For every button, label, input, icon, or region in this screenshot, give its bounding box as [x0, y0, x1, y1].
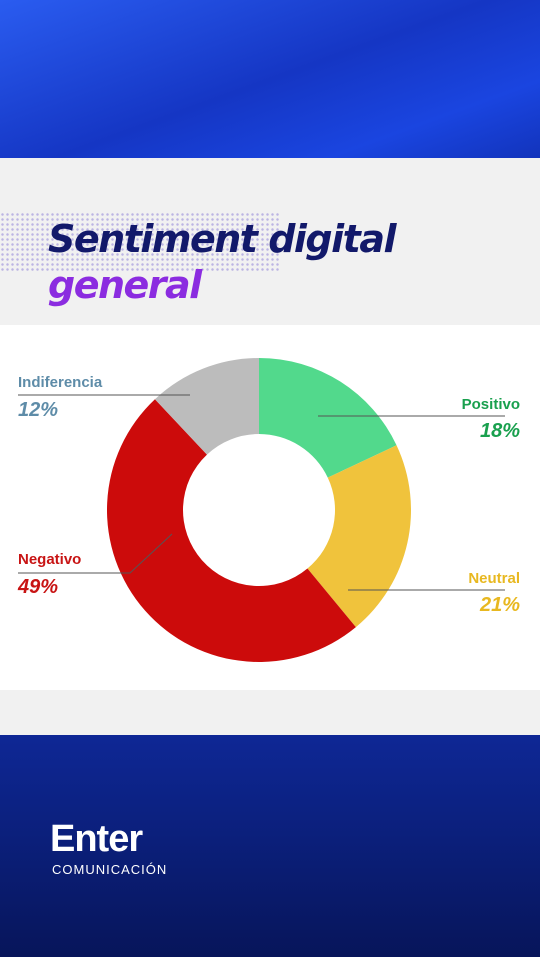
slice-value-indiferencia: 12%	[18, 399, 59, 421]
donut-slice-indiferencia	[154, 358, 259, 455]
title-line-2: general	[48, 263, 202, 307]
slice-label-positivo: Positivo	[461, 396, 520, 413]
slice-label-negativo: Negativo	[18, 551, 82, 568]
slice-label-indiferencia: Indiferencia	[18, 374, 103, 391]
donut-slice-negativo	[106, 399, 356, 663]
speckle-texture	[0, 212, 280, 272]
leader-line-negativo	[18, 533, 173, 574]
paper-header-strip	[0, 158, 540, 328]
brand-tagline: COMUNICACIÓN	[52, 862, 168, 877]
brand-logo: Enter	[50, 818, 143, 860]
slice-value-negativo: 49%	[18, 576, 59, 598]
slice-label-neutral: Neutral	[468, 570, 520, 587]
page-title: Sentiment digital general	[48, 216, 397, 308]
slice-value-neutral: 21%	[479, 594, 520, 616]
donut-slice-neutral	[307, 445, 412, 628]
donut-slice-positivo	[259, 358, 397, 478]
background-bottom	[0, 700, 540, 957]
title-line-1: Sentiment digital	[48, 217, 397, 261]
slice-value-positivo: 18%	[479, 420, 520, 442]
